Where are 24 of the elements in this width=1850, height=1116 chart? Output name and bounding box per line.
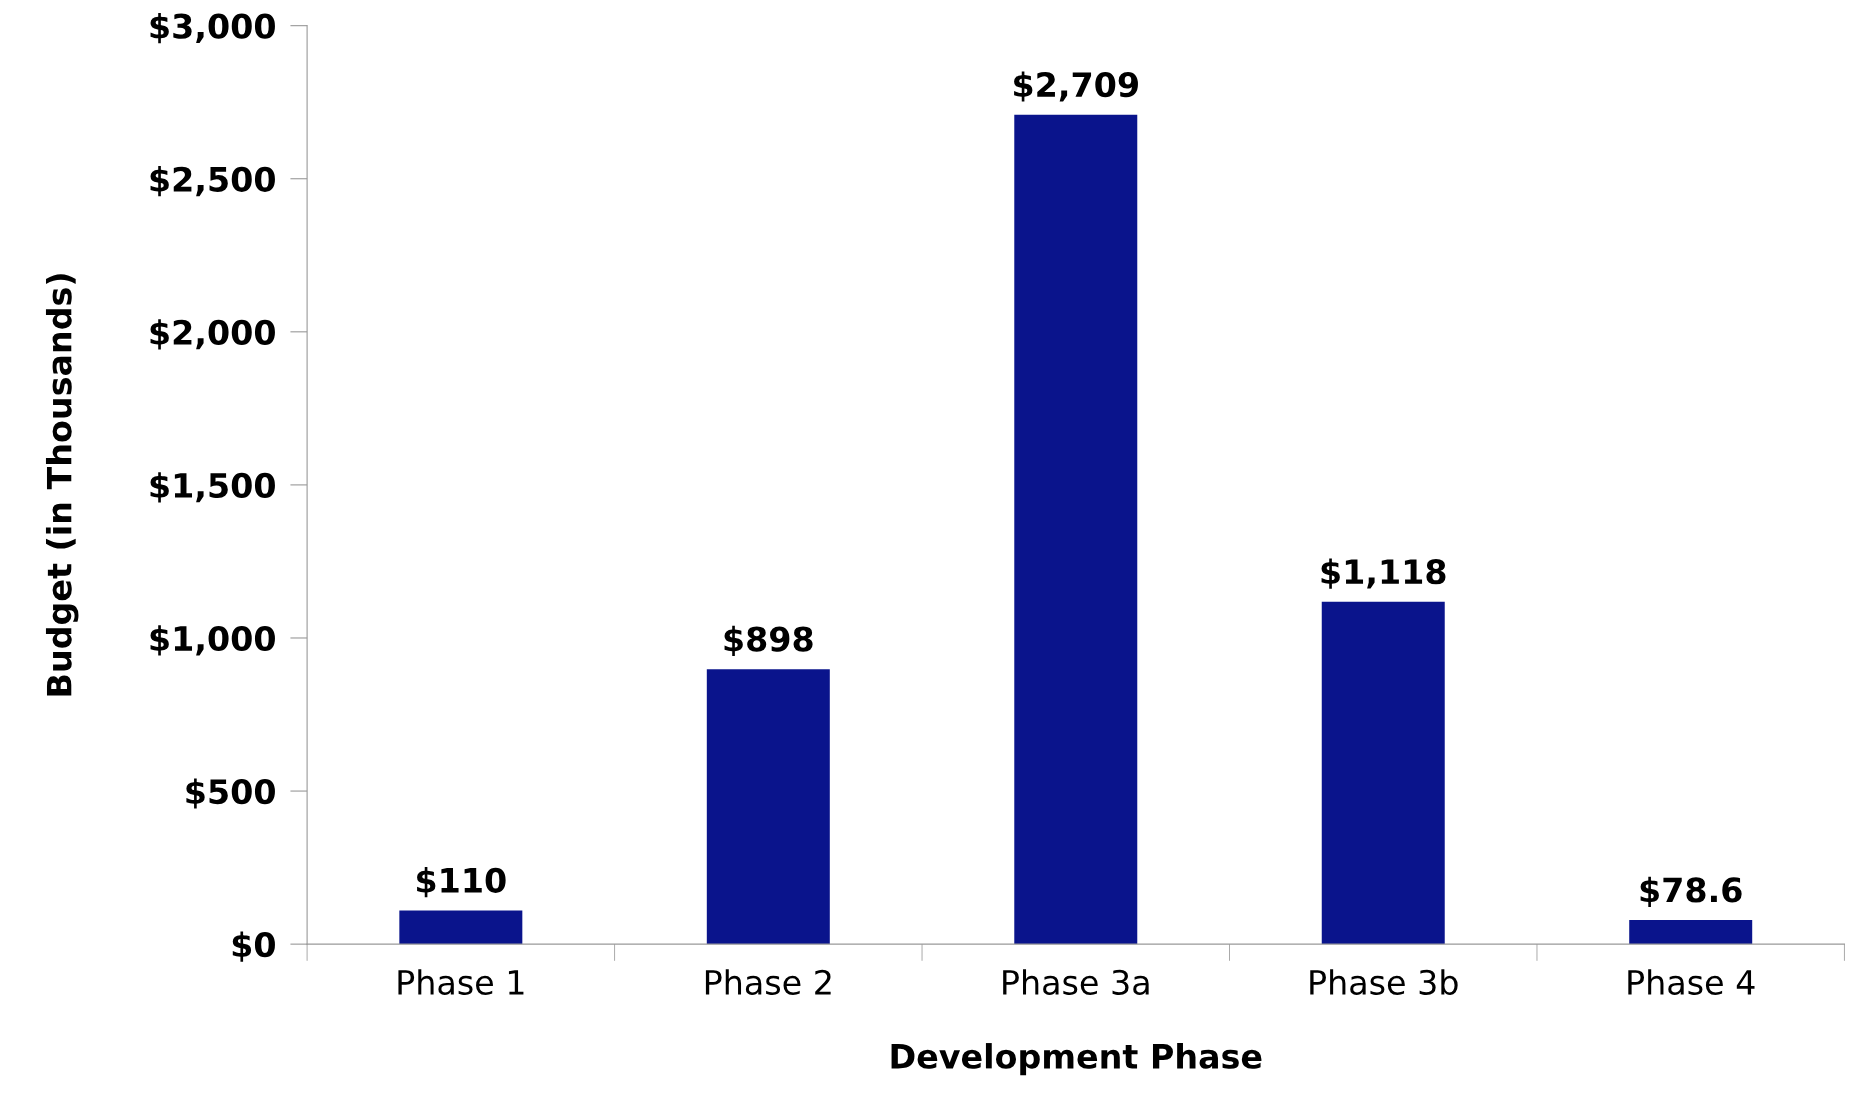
data-label: $2,709: [1014, 71, 1138, 102]
y-tick-label: $0: [232, 931, 275, 962]
data-label: $898: [724, 625, 813, 657]
bar: [1014, 114, 1138, 945]
y-axis-title: Budget (in Thousands): [45, 274, 79, 696]
y-tick-label: $2,500: [150, 166, 275, 197]
y-tick-label: $2,000: [150, 319, 275, 350]
y-tick-label: $1,000: [150, 625, 275, 656]
x-tick-label: Phase 3a: [1003, 969, 1149, 995]
data-label: $1,118: [1321, 558, 1446, 589]
x-tick-label: Phase 4: [1628, 969, 1755, 995]
data-label: $110: [417, 867, 506, 898]
x-axis-title: Development Phase: [891, 1043, 1262, 1076]
data-label: $78.6: [1640, 876, 1742, 907]
y-tick-label: $1,500: [150, 472, 275, 503]
bar: [1629, 920, 1753, 945]
x-tick-label: Phase 3b: [1310, 969, 1458, 995]
y-tick-label: $3,000: [150, 13, 275, 44]
y-tick-label: $500: [186, 778, 275, 809]
x-tick-label: Phase 2: [705, 969, 831, 995]
bar: [706, 669, 830, 945]
bar: [1321, 601, 1445, 945]
x-tick-label: Phase 1: [398, 969, 524, 995]
bar: [399, 910, 523, 945]
